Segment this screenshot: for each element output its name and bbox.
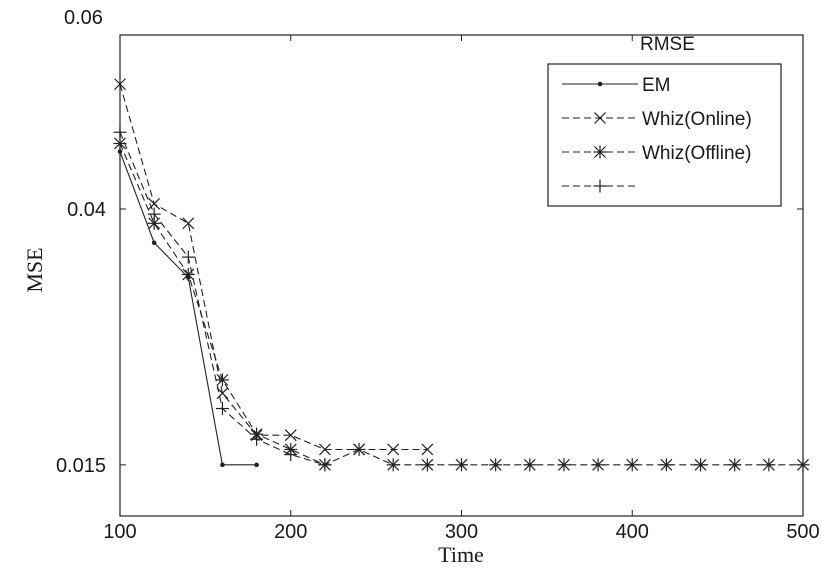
plot-area: 100 200 300 400 500 0.015 0.04 bbox=[56, 34, 820, 543]
data-point bbox=[386, 458, 400, 472]
data-point bbox=[694, 458, 708, 472]
y-tick-label: 0.04 bbox=[67, 199, 106, 221]
data-point bbox=[254, 462, 259, 468]
x-axis-title: Time bbox=[438, 542, 484, 567]
data-point bbox=[114, 78, 126, 91]
data-point bbox=[557, 458, 571, 472]
legend-marker bbox=[593, 145, 607, 159]
data-point bbox=[387, 443, 400, 456]
legend-marker bbox=[593, 179, 607, 193]
y-tick-label: 0.015 bbox=[56, 455, 106, 477]
data-point bbox=[659, 458, 673, 472]
y-axis-title: MSE bbox=[22, 247, 47, 292]
data-point bbox=[220, 462, 225, 468]
data-point bbox=[796, 458, 810, 472]
legend-marker bbox=[594, 112, 606, 124]
x-tick-label: 100 bbox=[103, 521, 136, 543]
x-tick-label: 200 bbox=[274, 521, 307, 543]
data-point bbox=[728, 458, 742, 472]
legend-box bbox=[547, 63, 782, 207]
x-tick-label: 400 bbox=[616, 521, 649, 543]
data-point bbox=[352, 442, 366, 456]
legend: EM Whiz(Online) Whiz(Offline) bbox=[547, 63, 782, 207]
data-point bbox=[284, 429, 297, 442]
series-line-1 bbox=[119, 151, 257, 466]
data-point bbox=[216, 387, 229, 400]
legend-label-1: EM bbox=[642, 75, 671, 96]
series-line-2 bbox=[119, 83, 428, 451]
legend-title: RMSE bbox=[640, 34, 695, 55]
data-point bbox=[318, 458, 332, 472]
data-point bbox=[181, 250, 195, 264]
data-point bbox=[182, 217, 195, 230]
y-top-label: 0.06 bbox=[64, 7, 103, 29]
data-point bbox=[151, 240, 157, 246]
data-point bbox=[284, 448, 298, 462]
data-point bbox=[455, 458, 468, 472]
data-point bbox=[591, 458, 605, 472]
x-tick-label: 500 bbox=[786, 521, 819, 543]
data-point bbox=[113, 125, 127, 139]
data-point bbox=[489, 458, 503, 472]
data-point bbox=[523, 458, 537, 472]
legend-marker bbox=[597, 81, 603, 87]
data-point bbox=[420, 458, 434, 472]
x-tick-label: 300 bbox=[445, 521, 478, 543]
data-point bbox=[318, 443, 331, 456]
y-axis-tick-labels: 0.06 bbox=[64, 7, 103, 29]
data-point bbox=[625, 458, 639, 472]
legend-label-2: Whiz(Online) bbox=[642, 109, 752, 130]
data-point bbox=[250, 432, 264, 446]
legend-label-3: Whiz(Offline) bbox=[642, 143, 751, 164]
data-point bbox=[147, 207, 161, 221]
data-point bbox=[215, 402, 229, 416]
data-point bbox=[421, 443, 434, 456]
data-point bbox=[762, 458, 776, 472]
data-point bbox=[215, 373, 229, 387]
data-point bbox=[148, 197, 161, 210]
data-point bbox=[181, 267, 195, 281]
data-point bbox=[117, 149, 123, 154]
